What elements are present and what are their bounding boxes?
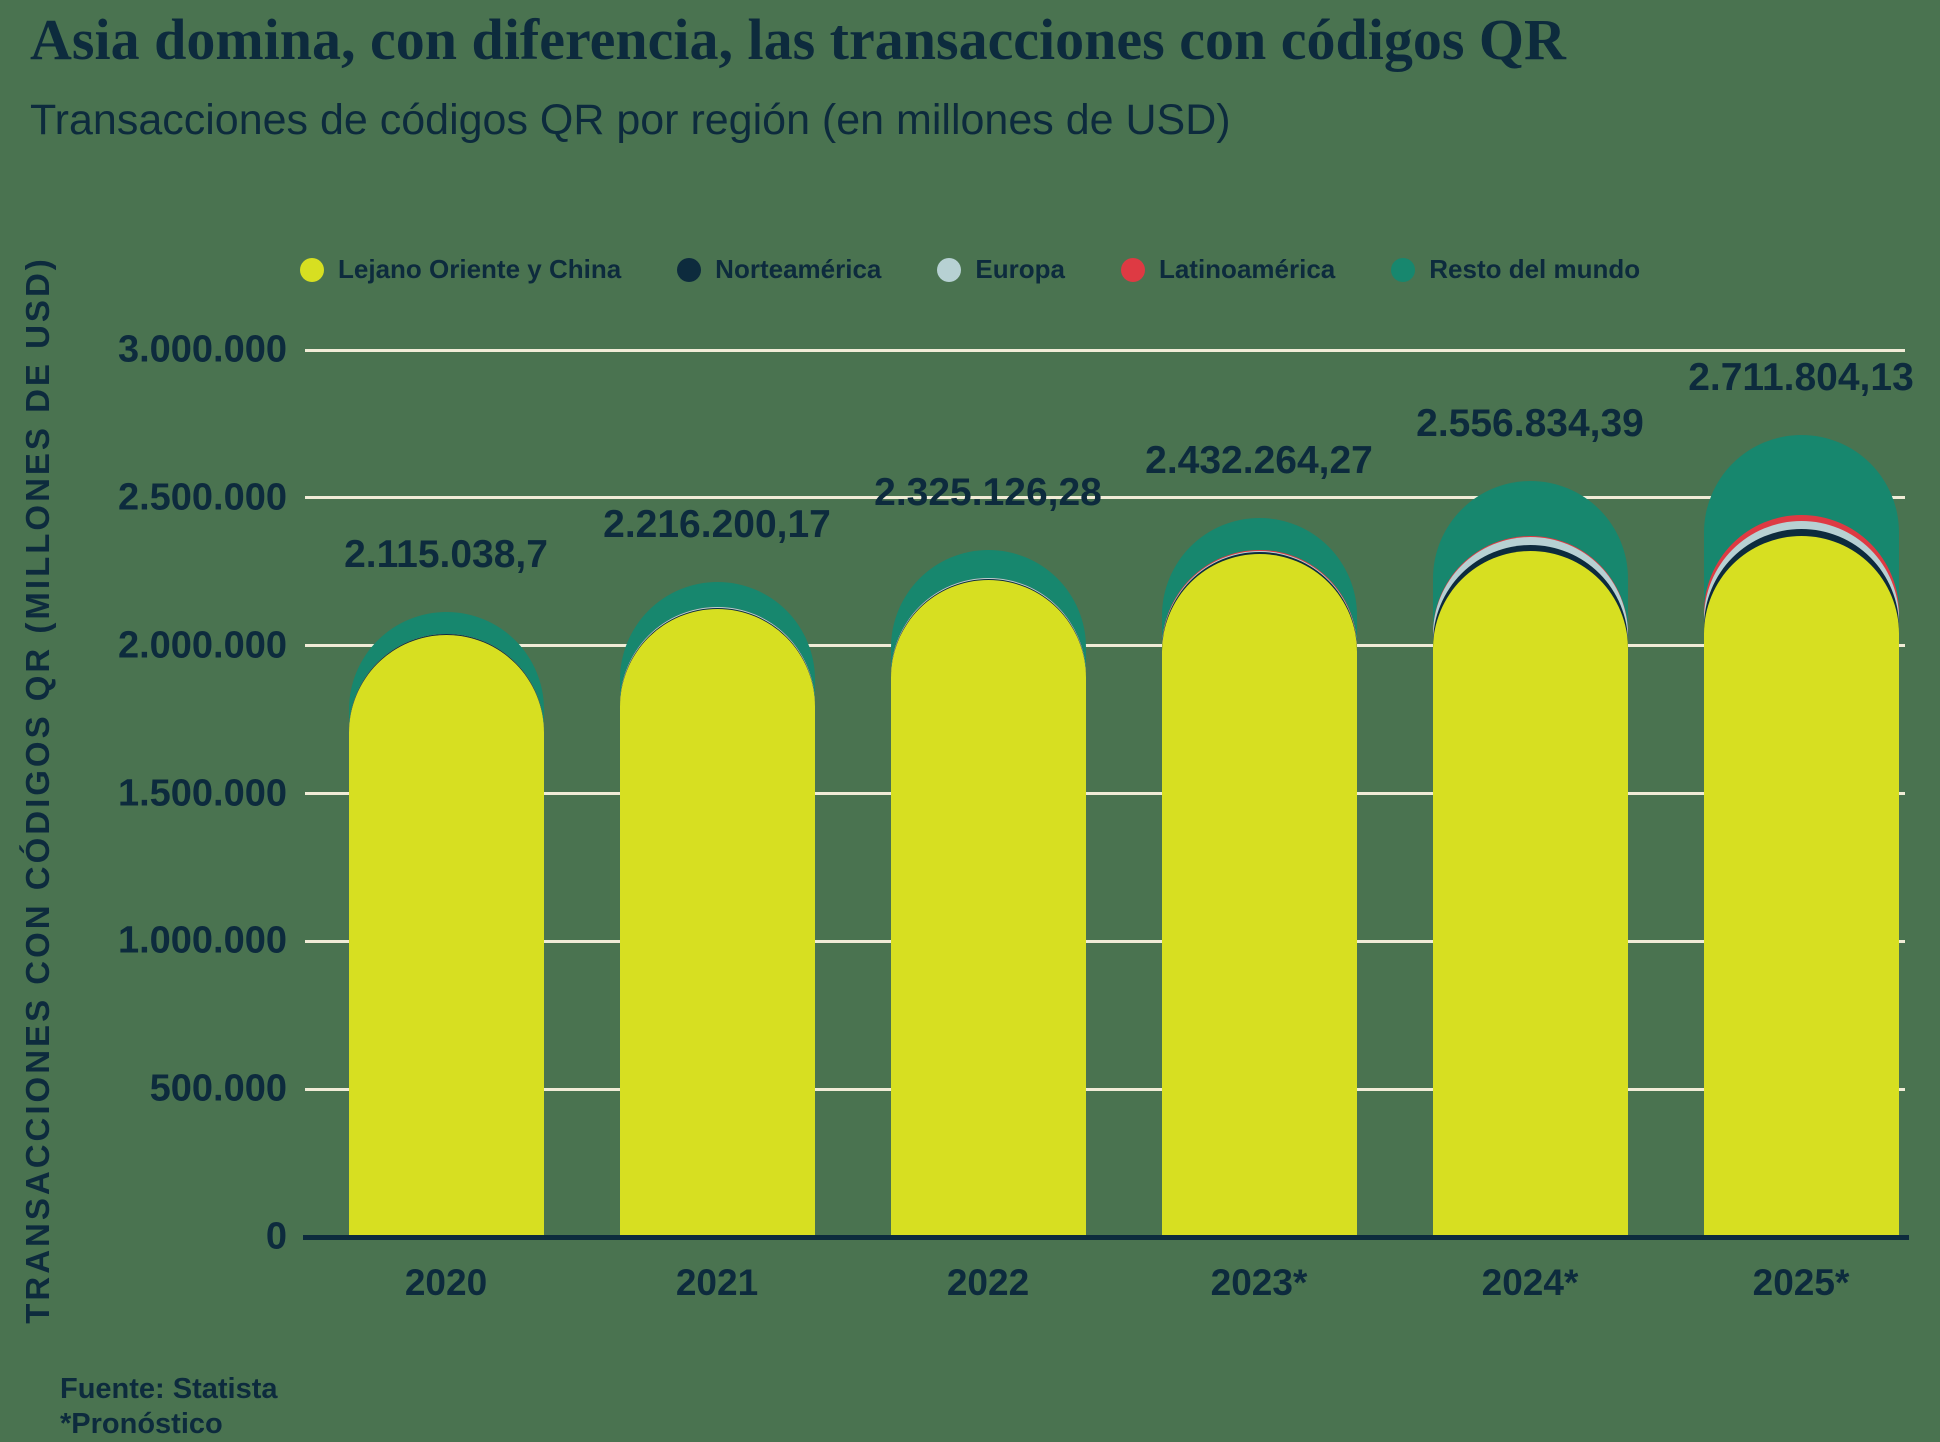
- bar-2025: [1703, 0, 1899, 1237]
- bar-2022: [890, 0, 1086, 1237]
- gridline-2.500.000: [305, 496, 1905, 500]
- gridline-3.000.000: [305, 348, 1905, 352]
- legend-swatch-icon: [1120, 257, 1145, 282]
- source-note: Fuente: Statista: [60, 1373, 278, 1405]
- chart-legend: Lejano Oriente y China Norteamérica Europa…: [300, 254, 1640, 285]
- x-axis-label: 2020: [404, 1262, 488, 1303]
- y-tick-label: 0: [265, 1215, 287, 1258]
- x-axis-label: 2023*: [1210, 1262, 1308, 1303]
- chart-title: Asia domina, con diferencia, las transac…: [30, 7, 1566, 72]
- bar-segment-lejano-oriente-y-china: [1703, 536, 1899, 1237]
- x-axis-label: 2021: [675, 1262, 759, 1303]
- x-axis-label: 2022: [946, 1262, 1030, 1303]
- bar-value-label: 2.556.834,39: [1416, 402, 1644, 446]
- footer: Fuente: Statista *Pronóstico: [60, 1372, 278, 1442]
- legend-item-5: Resto del mundo: [1391, 254, 1640, 285]
- y-axis-title: TRANSACCIONES CON CÓDIGOS QR (MILLONES D…: [19, 256, 56, 1324]
- bar-segment-lejano-oriente-y-china: [890, 580, 1086, 1237]
- bar-value-label: 2.432.264,27: [1145, 438, 1373, 482]
- legend-swatch-icon: [677, 257, 702, 282]
- bar-2020: [348, 0, 544, 1237]
- bar-segment-lejano-oriente-y-china: [1432, 551, 1628, 1237]
- bar-value-label: 2.325.126,28: [874, 470, 1102, 514]
- bar-2021: [619, 0, 815, 1237]
- bar-segment-lejano-oriente-y-china: [348, 635, 544, 1237]
- y-tick-label: 2.000.000: [117, 624, 287, 667]
- bar-segment-lejano-oriente-y-china: [619, 609, 815, 1237]
- legend-swatch-icon: [1391, 257, 1416, 282]
- bar-value-label: 2.711.804,13: [1688, 356, 1914, 400]
- legend-item-3: Europa: [937, 254, 1065, 285]
- bar-value-label: 2.115.038,7: [344, 532, 548, 576]
- legend-item-1: Lejano Oriente y China: [300, 254, 621, 285]
- y-tick-label: 3.000.000: [117, 328, 287, 371]
- legend-item-4: Latinoamérica: [1120, 254, 1336, 285]
- legend-label: Norteamérica: [715, 254, 882, 284]
- legend-label: Lejano Oriente y China: [338, 254, 622, 284]
- legend-swatch-icon: [937, 257, 962, 282]
- x-axis-label: 2025*: [1752, 1262, 1850, 1303]
- y-tick-label: 500.000: [149, 1067, 287, 1110]
- legend-swatch-icon: [300, 257, 324, 282]
- bar-segment-lejano-oriente-y-china: [1161, 554, 1357, 1237]
- legend-label: Resto del mundo: [1429, 254, 1641, 284]
- gridline-1.000.000: [305, 939, 1905, 943]
- gridline-1.500.000: [305, 792, 1905, 795]
- bar-value-label: 2.216.200,17: [603, 502, 831, 546]
- y-tick-label: 1.500.000: [117, 772, 287, 814]
- gridline-2.000.000: [305, 644, 1905, 648]
- chart-subtitle: Transacciones de códigos QR por región (…: [30, 96, 1231, 144]
- y-tick-label: 1.000.000: [117, 919, 287, 962]
- bar-2024: [1432, 0, 1628, 1237]
- forecast-note: *Pronóstico: [60, 1407, 223, 1440]
- gridline-500.000: [305, 1087, 1905, 1091]
- y-tick-label: 2.500.000: [117, 476, 287, 519]
- legend-label: Europa: [975, 254, 1065, 284]
- bar-2023: [1161, 0, 1357, 1237]
- x-axis-line: [303, 1235, 1909, 1240]
- x-axis-label: 2024*: [1481, 1262, 1579, 1303]
- legend-label: Latinoamérica: [1158, 254, 1336, 284]
- legend-item-2: Norteamérica: [677, 254, 881, 285]
